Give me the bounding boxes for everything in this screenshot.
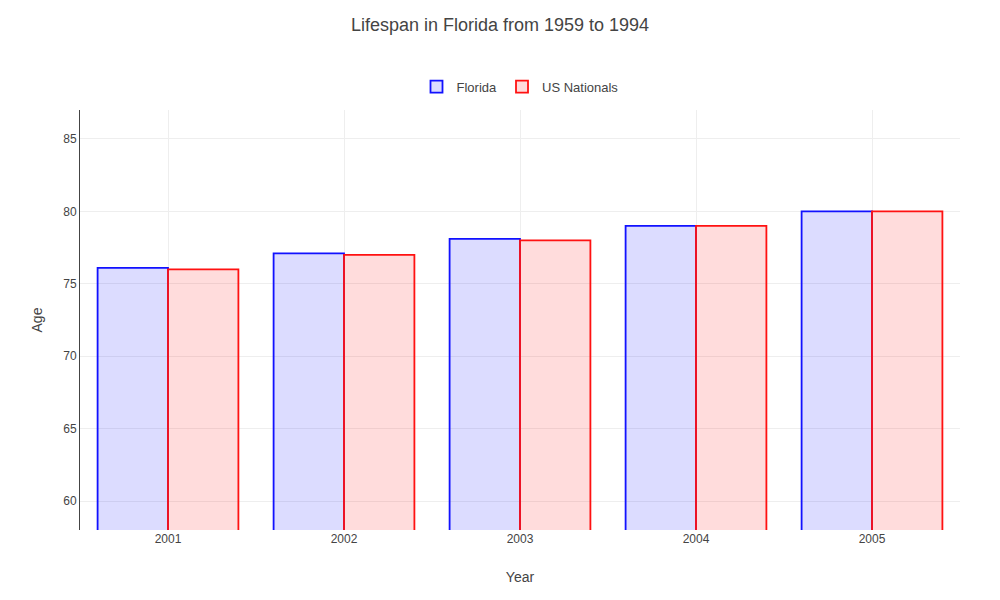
svg-text:2005: 2005: [859, 532, 886, 546]
svg-text:2003: 2003: [507, 532, 534, 546]
svg-text:65: 65: [63, 422, 77, 436]
svg-text:Florida: Florida: [457, 80, 498, 95]
svg-text:85: 85: [63, 132, 77, 146]
svg-text:Age: Age: [29, 307, 45, 332]
svg-text:2002: 2002: [331, 532, 358, 546]
svg-text:80: 80: [63, 205, 77, 219]
svg-text:70: 70: [63, 349, 77, 363]
svg-text:60: 60: [63, 494, 77, 508]
svg-text:Year: Year: [506, 569, 535, 585]
svg-text:2001: 2001: [155, 532, 182, 546]
svg-text:Lifespan in Florida from 1959: Lifespan in Florida from 1959 to 1994: [351, 15, 649, 35]
svg-text:2004: 2004: [683, 532, 710, 546]
svg-text:US Nationals: US Nationals: [542, 80, 618, 95]
svg-text:75: 75: [63, 277, 77, 291]
